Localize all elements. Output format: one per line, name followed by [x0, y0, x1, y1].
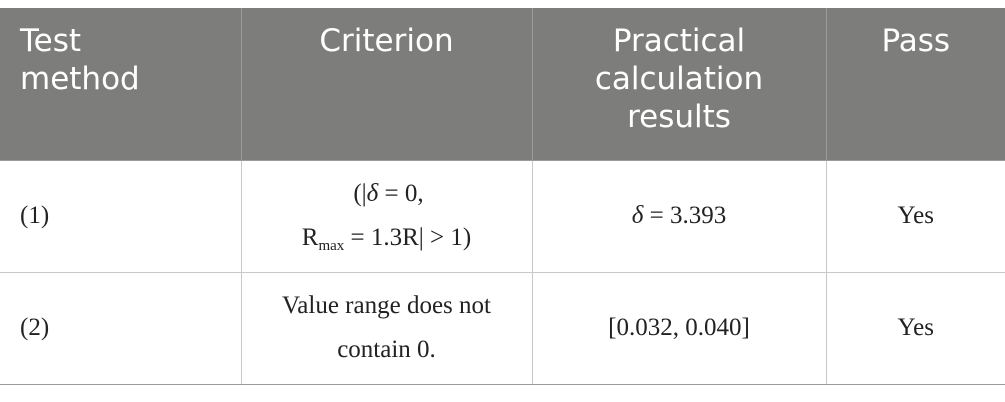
results-table: Test method Criterion Practical calculat… [0, 8, 1005, 385]
header-test-method: Test method [0, 8, 242, 161]
header-row: Test method Criterion Practical calculat… [0, 8, 1005, 161]
table-row: (2) Value range does not contain 0. [0.0… [0, 271, 1005, 385]
criterion-open: (| [353, 180, 367, 207]
delta-symbol: δ [366, 180, 379, 207]
criterion-eq: = 0, [378, 180, 424, 207]
header-practical-results: Practical calculation results [531, 8, 827, 161]
cell-criterion: (|δ = 0, Rmax = 1.3R| > 1) [240, 159, 533, 273]
criterion-line-1: Value range does not [282, 292, 491, 319]
criterion-sub: max [318, 238, 345, 254]
cell-method: (1) [0, 159, 242, 273]
cell-result: [0.032, 0.040] [531, 271, 827, 385]
criterion-line-1: (|δ = 0, [243, 172, 531, 216]
cell-pass: Yes [825, 159, 1005, 273]
cell-method: (2) [0, 271, 242, 385]
table-header: Test method Criterion Practical calculat… [0, 8, 1005, 161]
cell-pass: Yes [825, 271, 1005, 385]
delta-symbol: δ [631, 202, 644, 229]
criterion-r: R [301, 224, 319, 251]
criterion-line-2: Rmax = 1.3R| > 1) [243, 216, 531, 260]
criterion-line-2: contain 0. [337, 336, 436, 363]
cell-criterion: Value range does not contain 0. [240, 271, 533, 385]
table-body: (1) (|δ = 0, Rmax = 1.3R| > 1) δ = 3.393… [0, 159, 1005, 385]
header-criterion: Criterion [240, 8, 533, 161]
criterion-rest: = 1.3R| > 1) [344, 224, 472, 251]
table-row: (1) (|δ = 0, Rmax = 1.3R| > 1) δ = 3.393… [0, 159, 1005, 273]
cell-result: δ = 3.393 [531, 159, 827, 273]
result-value: = 3.393 [643, 202, 727, 229]
header-pass: Pass [825, 8, 1005, 161]
